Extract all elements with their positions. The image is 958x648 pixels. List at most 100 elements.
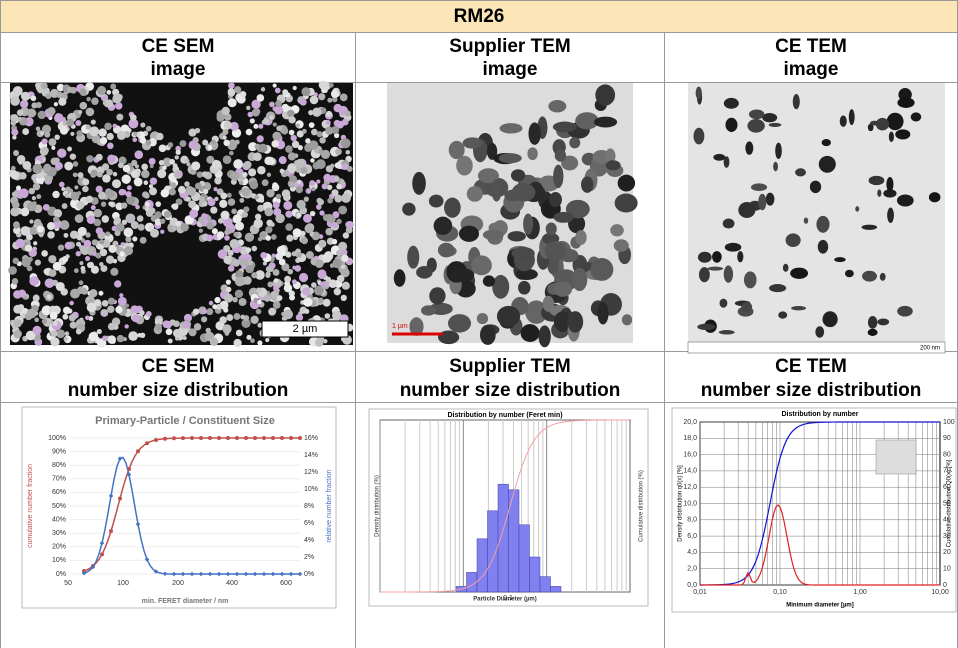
particle <box>172 328 182 338</box>
particle <box>205 234 214 242</box>
y-tick-label: 0% <box>56 571 66 578</box>
particle <box>257 322 263 328</box>
particle <box>253 152 262 162</box>
particle <box>279 168 285 174</box>
particle <box>345 149 351 155</box>
cell-title: Supplier TEM <box>449 36 570 57</box>
particle <box>544 240 567 261</box>
y2-tick-label: 90 <box>943 435 951 442</box>
particle <box>309 180 316 187</box>
particle <box>227 88 235 95</box>
particle <box>782 263 789 272</box>
particle <box>264 118 270 124</box>
particle <box>299 166 308 175</box>
particle <box>198 216 205 223</box>
particle <box>302 287 311 296</box>
cell-title: CE TEM <box>775 36 847 57</box>
particle <box>256 135 264 143</box>
y2-tick-label: 60 <box>943 484 951 491</box>
particle <box>325 110 333 117</box>
point <box>298 436 302 440</box>
cumulative-curve <box>379 419 630 593</box>
particle <box>327 197 333 204</box>
particle <box>265 271 271 277</box>
particle <box>20 312 27 319</box>
particle <box>43 268 51 275</box>
particle <box>16 185 21 191</box>
particle <box>180 328 188 336</box>
particle <box>139 310 145 316</box>
particle <box>247 111 254 118</box>
particle <box>561 155 579 171</box>
particle <box>155 323 162 331</box>
particle <box>723 97 739 109</box>
particle <box>565 199 590 219</box>
particle <box>100 309 107 316</box>
particle <box>254 194 260 200</box>
particle <box>724 221 730 226</box>
particle <box>527 147 538 161</box>
particle <box>164 320 172 329</box>
particle <box>507 231 526 242</box>
particle <box>222 155 232 165</box>
particle <box>897 305 913 317</box>
particle <box>276 125 282 132</box>
particle <box>265 265 273 273</box>
particle <box>255 270 265 280</box>
particle <box>176 171 182 177</box>
supplier-tem-image: 1 µm <box>387 83 638 348</box>
particle <box>73 268 79 274</box>
particle <box>296 199 306 210</box>
particle <box>158 159 165 166</box>
particle <box>253 297 259 303</box>
particle <box>115 102 123 110</box>
particle <box>128 118 139 129</box>
particle <box>346 165 353 172</box>
particle <box>41 250 48 257</box>
y-axis-label: Density distribution q0(x) [%] <box>678 465 684 542</box>
particle <box>554 149 567 162</box>
particle <box>340 263 346 270</box>
particle <box>273 285 279 292</box>
particle <box>11 191 18 198</box>
particle <box>111 179 122 189</box>
particle <box>53 102 59 107</box>
particle <box>116 113 124 121</box>
particle <box>158 144 167 153</box>
particle <box>291 279 297 285</box>
particle <box>723 265 734 283</box>
particle <box>206 155 215 164</box>
point <box>271 436 275 440</box>
particle <box>211 146 217 151</box>
particle <box>323 339 328 344</box>
particle <box>325 276 332 283</box>
particle <box>155 201 162 207</box>
particle <box>25 330 36 341</box>
particle <box>229 239 240 249</box>
particle <box>341 281 350 290</box>
particle <box>76 234 83 241</box>
particle <box>13 304 23 314</box>
particle <box>113 216 122 224</box>
particle <box>100 201 107 207</box>
particle <box>289 175 298 184</box>
particle <box>697 251 712 263</box>
particle <box>341 163 349 171</box>
particle <box>32 183 41 191</box>
particle <box>260 251 267 259</box>
particle <box>219 199 228 208</box>
particle <box>107 154 116 164</box>
point <box>172 436 176 441</box>
particle <box>621 314 633 326</box>
particle <box>126 195 136 205</box>
particle <box>40 131 45 136</box>
particle <box>725 117 738 132</box>
particle <box>326 184 333 191</box>
particle <box>250 338 255 344</box>
particle <box>295 158 305 169</box>
particle <box>523 213 534 235</box>
particle <box>117 296 127 306</box>
particle <box>226 286 232 293</box>
particle <box>491 178 502 202</box>
particle <box>148 184 154 189</box>
